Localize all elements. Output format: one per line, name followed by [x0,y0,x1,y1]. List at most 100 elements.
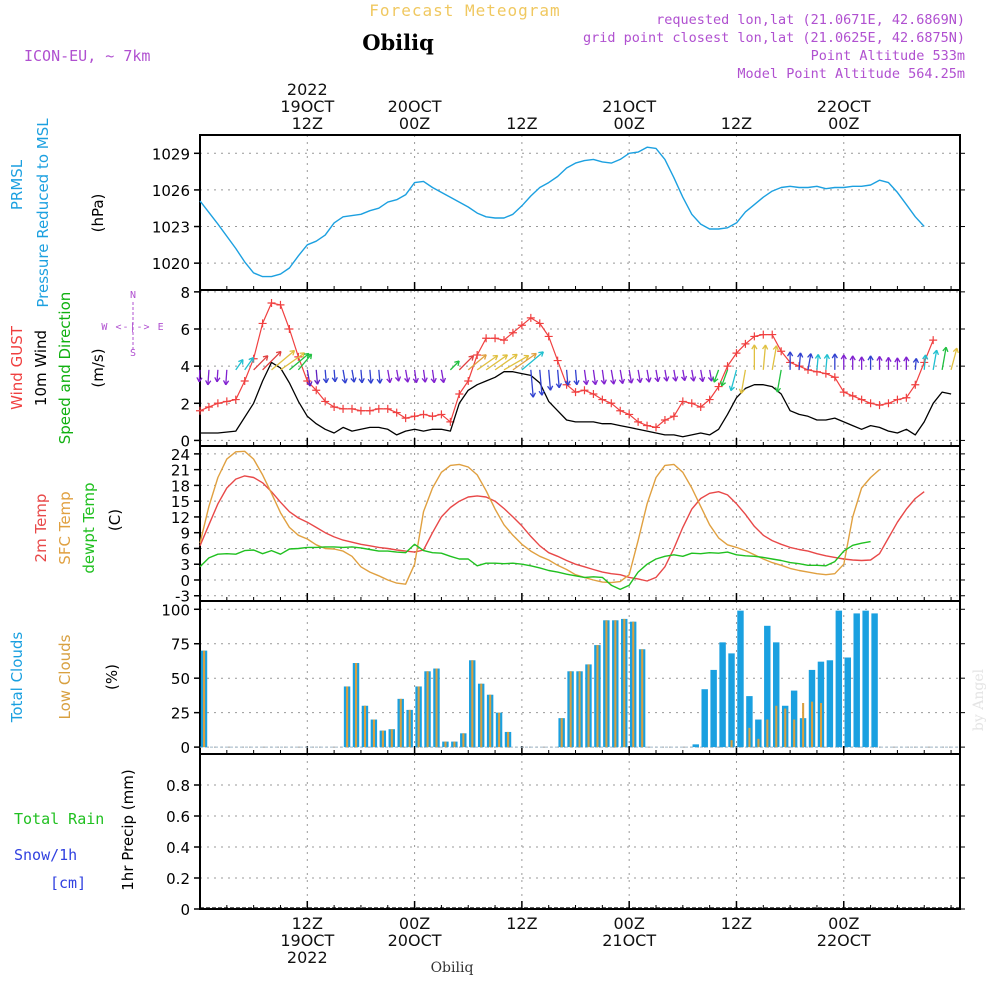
requested-coords: requested lon,lat (21.0671E, 42.6869N) [656,12,965,28]
wind-unit: (m/s) [89,348,107,387]
wind-arrow-head [894,357,901,363]
wind-arrow-head [314,379,321,385]
pressure-label-short: PRMSL [8,159,26,210]
wind-arrow [440,369,445,383]
gust-marker [616,406,625,415]
wind-arrow-head [289,349,296,356]
y-tick-label: 0 [180,572,190,590]
wind-arrow-head [823,354,831,360]
low-cloud-bar [363,705,367,748]
wind-arrow-head [689,376,697,382]
wind-arrow [198,369,201,382]
gust-marker [759,330,768,339]
wind-arrow-head [952,347,959,354]
wind-arrow [271,350,295,371]
low-cloud-bar [355,663,358,748]
wind-arrow-head [618,378,626,385]
bottom-time-label: 00Z [828,914,859,933]
wind-arrow-head [663,376,670,382]
bottom-time-label: 00Z [614,914,645,933]
gust-marker [589,390,598,398]
sfc-temp-label: SFC Temp [56,491,74,564]
temp-line-sfc_temp [199,450,880,585]
gust-marker [830,373,839,382]
gust-marker [750,332,759,341]
gust-marker [741,339,750,348]
wind-arrow-head [762,344,769,350]
wind-arrow-head [529,392,536,398]
total-cloud-bar [844,657,851,748]
wind-arrow [776,369,782,393]
wind-arrow-head [275,350,282,357]
low-cloud-bar [632,621,635,748]
total-cloud-bar [746,696,753,748]
wind-arrow [351,369,355,383]
low-cloud-bar [569,671,572,748]
wind-arrow-head [367,378,374,384]
low-cloud-bar [802,703,805,748]
wind-arrow-head [538,390,545,396]
gust-marker [562,380,571,389]
wind-arrow-head [412,377,419,384]
wind-arrow [235,359,244,371]
wind-arrow-head [932,349,940,356]
gust-marker [678,397,687,406]
total-cloud-bar [710,669,717,748]
wind-arrow-head [502,354,509,360]
wind-arrow [476,354,499,371]
low-cloud-bar [775,705,778,748]
low-cloud-bar [381,730,384,748]
gust-marker [240,377,249,385]
low-cloud-bar [811,701,814,748]
gust-marker [517,321,526,330]
gust-marker [196,406,204,415]
wind-arrow-head [876,356,883,361]
wind-arrow [816,354,819,370]
low-cloud-bar [623,618,626,748]
y-tick-label: 0.8 [166,777,190,795]
gust-marker [213,399,222,408]
y-tick-label: 4 [180,358,190,376]
y-tick-label: 2 [180,395,190,413]
wind-arrow-head [350,377,357,383]
gust-marker [231,395,240,404]
panel-frame [199,753,961,910]
y-tick-label: 100 [161,601,190,619]
total-cloud-bar [773,642,780,748]
low-cloud-bar [578,671,581,748]
wind-arrow [637,369,642,383]
low-cloud-bar [757,738,760,748]
panel-1: 1020 1023 1026 1029 [152,134,965,291]
top-time-label: 12Z [506,114,537,133]
y-tick-label: 1029 [152,145,190,163]
pressure-label-long: Pressure Reduced to MSL [34,118,52,308]
gust-marker [455,390,464,398]
y-tick-label: 1026 [152,182,190,200]
top-time-label: 2022 [287,80,328,99]
gust-marker [312,386,321,395]
total-cloud-bar [755,719,762,748]
wind-arrow-head [672,376,679,382]
low-cloud-bar [471,660,474,748]
wind-arrow-head [774,387,782,393]
gust-marker [348,404,356,413]
low-cloud-bar [784,708,787,748]
gust-marker [204,403,213,411]
y-tick-label: 6 [180,540,190,558]
top-time-label: 00Z [399,114,430,133]
wind-arrow-head [942,346,949,353]
wind-arrow [548,369,552,391]
wind-arrow [530,369,534,398]
dewpt-label: dewpt Temp [80,482,98,573]
gust-marker [285,325,294,333]
top-time-label: 00Z [614,114,645,133]
wind-arrow-head [610,379,617,385]
wind-arrow-head [538,351,544,357]
y-tick-label: 1020 [152,255,190,273]
top-time-label: 00Z [828,114,859,133]
model-altitude: Model Point Altitude 564.25m [737,66,965,82]
wind-arrow [721,369,729,387]
wind-arrow-head [680,375,688,382]
wind-arrow-head [468,355,475,361]
wind-arrow-head [885,357,892,362]
